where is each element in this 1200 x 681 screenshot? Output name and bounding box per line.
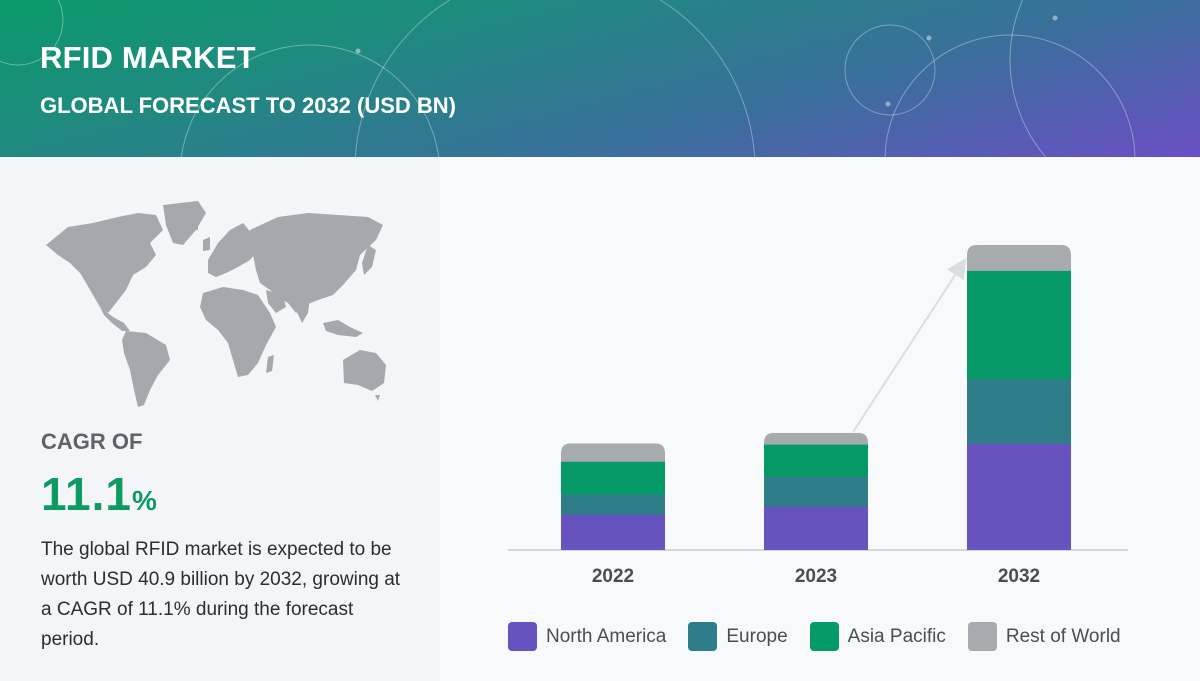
bar-segment-asia-pacific [764,444,868,477]
x-tick-label: 2022 [592,566,634,587]
bar-segment-asia-pacific [561,461,665,495]
cagr-number: 11.1 [41,468,132,520]
legend-swatch-north-america [508,622,537,651]
page-subtitle: GLOBAL FORECAST TO 2032 (USD BN) [40,93,457,118]
bar-2023 [764,432,868,550]
summary-panel: CAGR OF 11.1% The global RFID market is … [0,157,440,681]
header-banner: RFID MARKET GLOBAL FORECAST TO 2032 (USD… [0,0,1200,157]
cagr-unit: % [132,485,158,516]
bar-segment-north-america [967,443,1071,550]
bar-segment-europe [764,476,868,507]
legend-item-rest-of-world: Rest of World [967,622,1121,651]
x-axis-labels: 2022 2023 2032 [592,566,1040,587]
bar-segment-rest-of-world [967,245,1071,271]
chart-legend: North America Europe Asia Pacific Rest o… [508,622,1143,651]
legend-item-north-america: North America [508,622,666,651]
bar-2032 [967,245,1071,550]
stacked-bar-chart: 2022 2023 2032 [508,245,1128,587]
chart-panel: 2022 2023 2032 North America Europe Asia P… [440,157,1200,681]
bar-segment-rest-of-world [764,432,868,445]
bar-segment-rest-of-world [561,443,665,462]
bar-segment-europe [967,378,1071,444]
bar-segment-north-america [561,514,665,550]
legend-label: Europe [726,625,788,647]
legend-item-asia-pacific: Asia Pacific [809,622,946,651]
world-map-icon [46,201,386,407]
bar-2022 [561,443,665,550]
bar-segment-europe [561,494,665,515]
x-tick-label: 2023 [795,566,837,587]
market-description: The global RFID market is expected to be… [41,539,401,650]
bar-segment-asia-pacific [967,270,1071,379]
x-tick-label: 2032 [998,566,1040,587]
legend-label: North America [546,625,667,647]
decorative-circles-icon [0,0,1136,157]
legend-label: Rest of World [1005,625,1121,647]
cagr-label: CAGR OF [41,429,143,454]
legend-item-europe: Europe [688,622,788,651]
legend-swatch-asia-pacific [809,622,839,651]
bars-group [561,245,1071,550]
growth-arrow-icon [852,257,967,433]
cagr-value: 11.1% [41,467,158,521]
legend-label: Asia Pacific [847,625,946,647]
page-title: RFID MARKET [40,40,256,75]
legend-swatch-europe [688,622,718,651]
bar-segment-north-america [764,506,868,550]
legend-swatch-rest-of-world [967,622,997,651]
